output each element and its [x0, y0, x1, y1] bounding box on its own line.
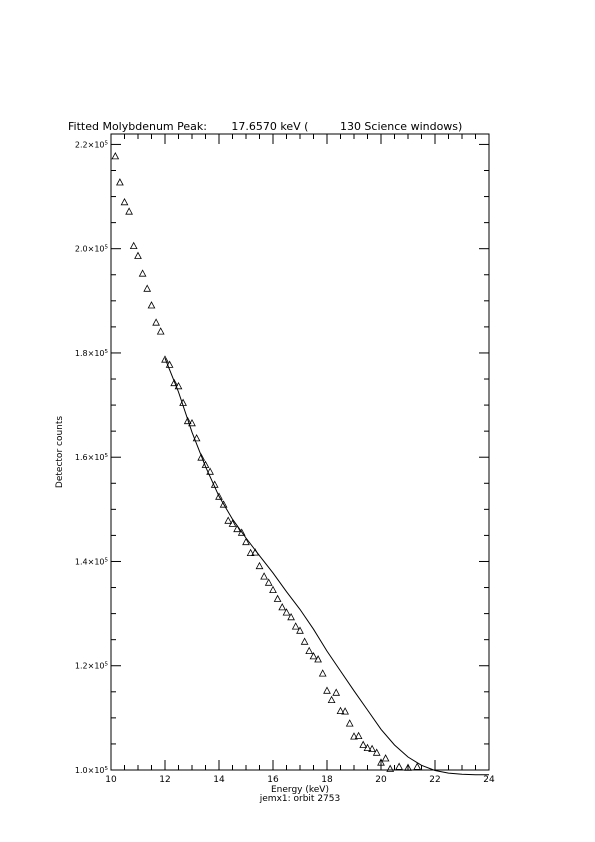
- data-point: [377, 758, 385, 766]
- data-point: [251, 548, 260, 556]
- data-point: [242, 537, 250, 546]
- y-tick-label: 1.4×105: [75, 557, 109, 566]
- data-point: [354, 731, 363, 739]
- data-point: [215, 492, 223, 500]
- data-point: [318, 669, 327, 677]
- data-point: [359, 740, 368, 748]
- data-point: [305, 646, 314, 654]
- data-point: [269, 585, 277, 593]
- data-point: [314, 655, 322, 663]
- data-point: [206, 467, 214, 475]
- data-point: [237, 528, 246, 536]
- x-tick-label: 22: [429, 775, 440, 785]
- y-tick-label: 1.8×105: [75, 349, 109, 358]
- data-point: [395, 762, 403, 770]
- data-point: [264, 578, 273, 586]
- data-point: [174, 381, 183, 390]
- plot-frame: [110, 133, 490, 771]
- data-point: [210, 480, 219, 488]
- data-point: [260, 572, 268, 580]
- data-point: [224, 516, 233, 524]
- data-point: [413, 762, 422, 770]
- x-tick-label: 12: [159, 775, 170, 785]
- y-tick-label: 1.2×105: [75, 662, 109, 671]
- data-point: [201, 460, 210, 468]
- data-point: [404, 763, 412, 771]
- x-tick-label: 10: [105, 775, 117, 785]
- x-tick-label: 20: [375, 775, 387, 785]
- y-axis: 1.0×105 1.2×105 1.4×105 1.6×105 1.8×105 2.0×1…: [75, 140, 489, 775]
- data-point: [143, 284, 152, 292]
- fit-curve: [164, 358, 489, 776]
- fit-line-series: [164, 358, 489, 776]
- y-axis-label: Detector counts: [55, 416, 65, 488]
- data-point: [300, 637, 309, 645]
- data-point: [246, 548, 255, 556]
- x-axis: 10 12 14 16 18 20 22 24: [105, 134, 495, 785]
- data-points-series: [111, 152, 422, 772]
- y-tick-label: 2.2×105: [75, 140, 109, 149]
- data-point: [111, 152, 120, 160]
- data-point: [287, 612, 295, 621]
- data-point: [278, 603, 287, 611]
- data-point: [381, 754, 390, 762]
- data-point: [372, 748, 381, 756]
- data-point: [228, 519, 237, 527]
- data-point: [233, 524, 241, 533]
- data-point: [125, 207, 133, 215]
- x-tick-label: 14: [213, 775, 225, 785]
- data-point: [116, 178, 124, 186]
- data-point: [345, 719, 354, 727]
- chart-title: Fitted Molybdenum Peak: 17.6570 keV ( 13…: [68, 120, 462, 133]
- x-tick-label: 24: [483, 775, 495, 785]
- data-point: [273, 594, 282, 602]
- data-point: [386, 764, 395, 772]
- data-point: [170, 378, 179, 387]
- data-point: [188, 418, 196, 427]
- y-tick-label: 2.0×105: [75, 245, 109, 254]
- data-point: [165, 360, 174, 368]
- data-point: [161, 355, 169, 363]
- chart-subtitle: jemx1: orbit 2753: [259, 794, 340, 804]
- data-point: [134, 251, 142, 259]
- data-point: [219, 500, 228, 508]
- data-point: [341, 707, 349, 715]
- data-point: [291, 622, 300, 630]
- data-point: [336, 706, 345, 714]
- data-point: [147, 301, 156, 309]
- data-point: [156, 327, 165, 335]
- data-point: [152, 318, 160, 326]
- y-tick-label: 1.6×105: [75, 453, 109, 462]
- data-point: [120, 197, 129, 206]
- data-point: [197, 453, 206, 461]
- data-point: [129, 241, 138, 250]
- data-point: [323, 686, 331, 694]
- data-point: [255, 561, 264, 570]
- x-tick-label: 18: [321, 775, 333, 785]
- data-point: [368, 744, 376, 752]
- data-point: [363, 743, 372, 751]
- data-point: [282, 608, 291, 616]
- data-point: [179, 398, 187, 406]
- y-tick-label: 1.0×105: [75, 766, 109, 775]
- x-tick-label: 16: [267, 775, 279, 785]
- data-point: [296, 626, 304, 634]
- data-point: [138, 269, 147, 277]
- data-point: [350, 732, 358, 740]
- data-point: [192, 434, 201, 442]
- data-point: [332, 688, 341, 696]
- data-point: [183, 416, 192, 425]
- data-point: [309, 652, 318, 660]
- data-point: [327, 695, 336, 703]
- x-axis-label: Energy (keV): [271, 785, 329, 795]
